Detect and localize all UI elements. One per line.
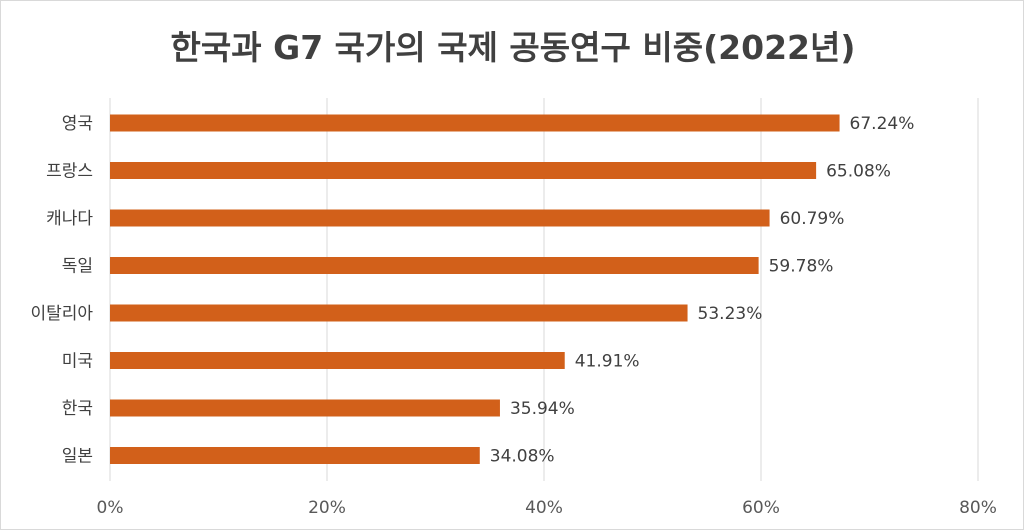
x-tick-label: 20% — [308, 498, 346, 518]
bar-5 — [110, 352, 565, 369]
value-label: 35.94% — [510, 399, 575, 419]
bar-2 — [110, 209, 770, 227]
gridlines — [109, 98, 979, 481]
value-label: 41.91% — [575, 352, 640, 372]
bar-7 — [110, 447, 480, 464]
category-label: 한국 — [62, 399, 93, 419]
bar-3 — [110, 257, 759, 274]
chart-title: 한국과 G7 국가의 국제 공동연구 비중(2022년) — [170, 28, 856, 67]
bar-6 — [110, 399, 500, 417]
category-label: 영국 — [62, 114, 93, 134]
value-label: 60.79% — [780, 209, 845, 229]
category-label: 일본 — [62, 447, 93, 467]
category-label: 미국 — [62, 352, 93, 372]
category-label: 독일 — [62, 257, 93, 277]
x-tick-label: 0% — [97, 498, 124, 518]
value-label: 65.08% — [826, 162, 891, 182]
value-label: 67.24% — [850, 114, 915, 134]
labels: 0% 20% 40% 60% 80% 영국 67.24% 프랑스 65.08% 캐나다 60.79%… — [30, 114, 996, 518]
bar-4 — [110, 304, 688, 322]
bar-1 — [110, 162, 817, 179]
value-label: 59.78% — [769, 257, 834, 277]
category-label: 프랑스 — [46, 162, 93, 182]
x-tick-label: 80% — [959, 498, 997, 518]
x-tick-label: 40% — [525, 498, 563, 518]
bars — [110, 114, 840, 464]
category-label: 이탈리아 — [30, 304, 93, 324]
value-label: 34.08% — [490, 447, 555, 467]
x-tick-label: 60% — [742, 498, 780, 518]
value-label: 53.23% — [698, 304, 763, 324]
category-label: 캐나다 — [46, 209, 93, 229]
bar-0 — [110, 114, 840, 132]
